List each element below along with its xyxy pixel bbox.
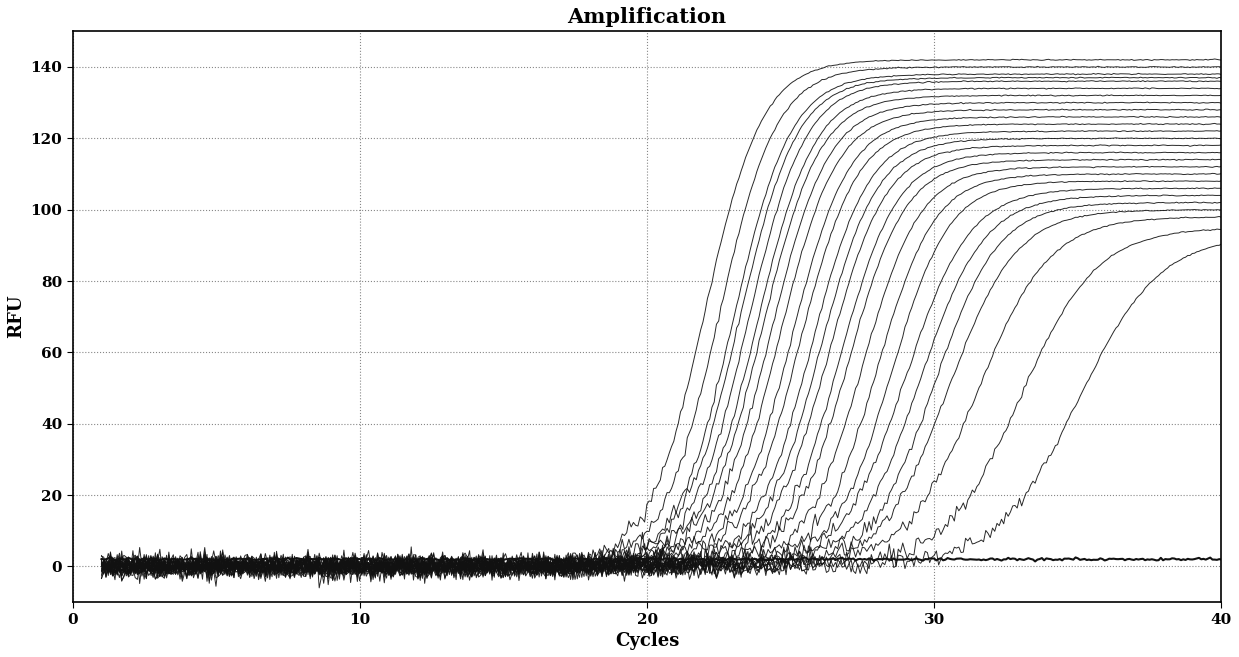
Y-axis label: RFU: RFU: [7, 295, 25, 338]
Title: Amplification: Amplification: [567, 7, 727, 27]
X-axis label: Cycles: Cycles: [615, 632, 679, 650]
